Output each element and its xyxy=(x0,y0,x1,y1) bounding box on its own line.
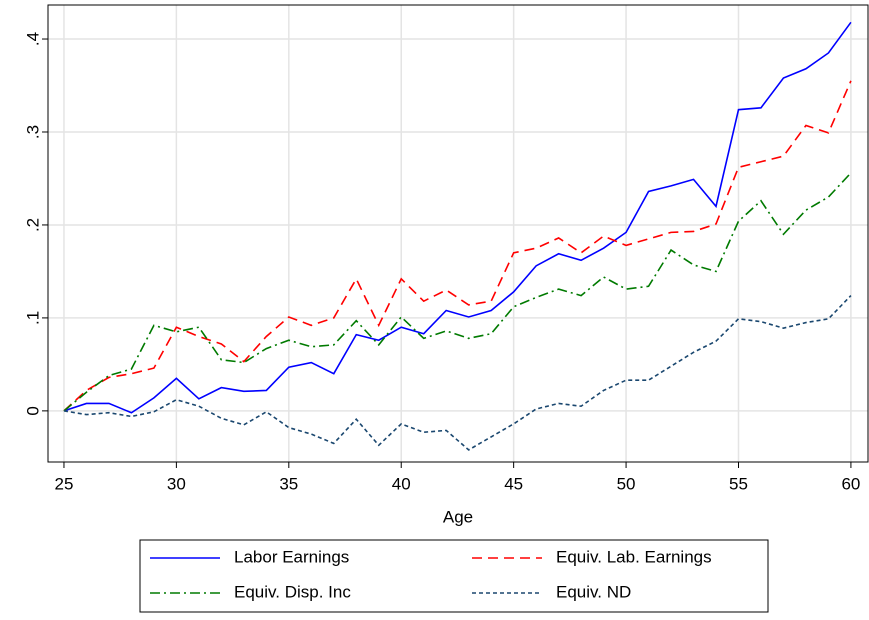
x-axis-label: Age xyxy=(443,507,473,526)
y-tick-label: .2 xyxy=(23,218,42,232)
legend-label: Equiv. ND xyxy=(556,582,631,601)
x-tick-label: 40 xyxy=(392,474,411,493)
plot-frame xyxy=(47,4,869,463)
y-tick-label: .3 xyxy=(23,125,42,139)
x-tick-label: 50 xyxy=(617,474,636,493)
x-tick-label: 45 xyxy=(504,474,523,493)
y-tick-label: .4 xyxy=(23,32,42,46)
x-tick-label: 35 xyxy=(279,474,298,493)
series-line xyxy=(63,80,852,412)
series-line xyxy=(63,172,852,412)
plot-frame xyxy=(47,4,869,463)
y-tick-label: 0 xyxy=(23,406,42,415)
x-tick-label: 30 xyxy=(167,474,186,493)
legend-label: Labor Earnings xyxy=(234,547,349,566)
x-tick-label: 55 xyxy=(729,474,748,493)
y-tick-label: .1 xyxy=(23,311,42,325)
series-line xyxy=(63,21,852,414)
x-tick-label: 60 xyxy=(841,474,860,493)
legend-box xyxy=(139,539,769,613)
legend-label: Equiv. Lab. Earnings xyxy=(556,547,712,566)
x-tick-label: 25 xyxy=(55,474,74,493)
series-line xyxy=(63,295,852,451)
legend-label: Equiv. Disp. Inc xyxy=(234,582,351,601)
